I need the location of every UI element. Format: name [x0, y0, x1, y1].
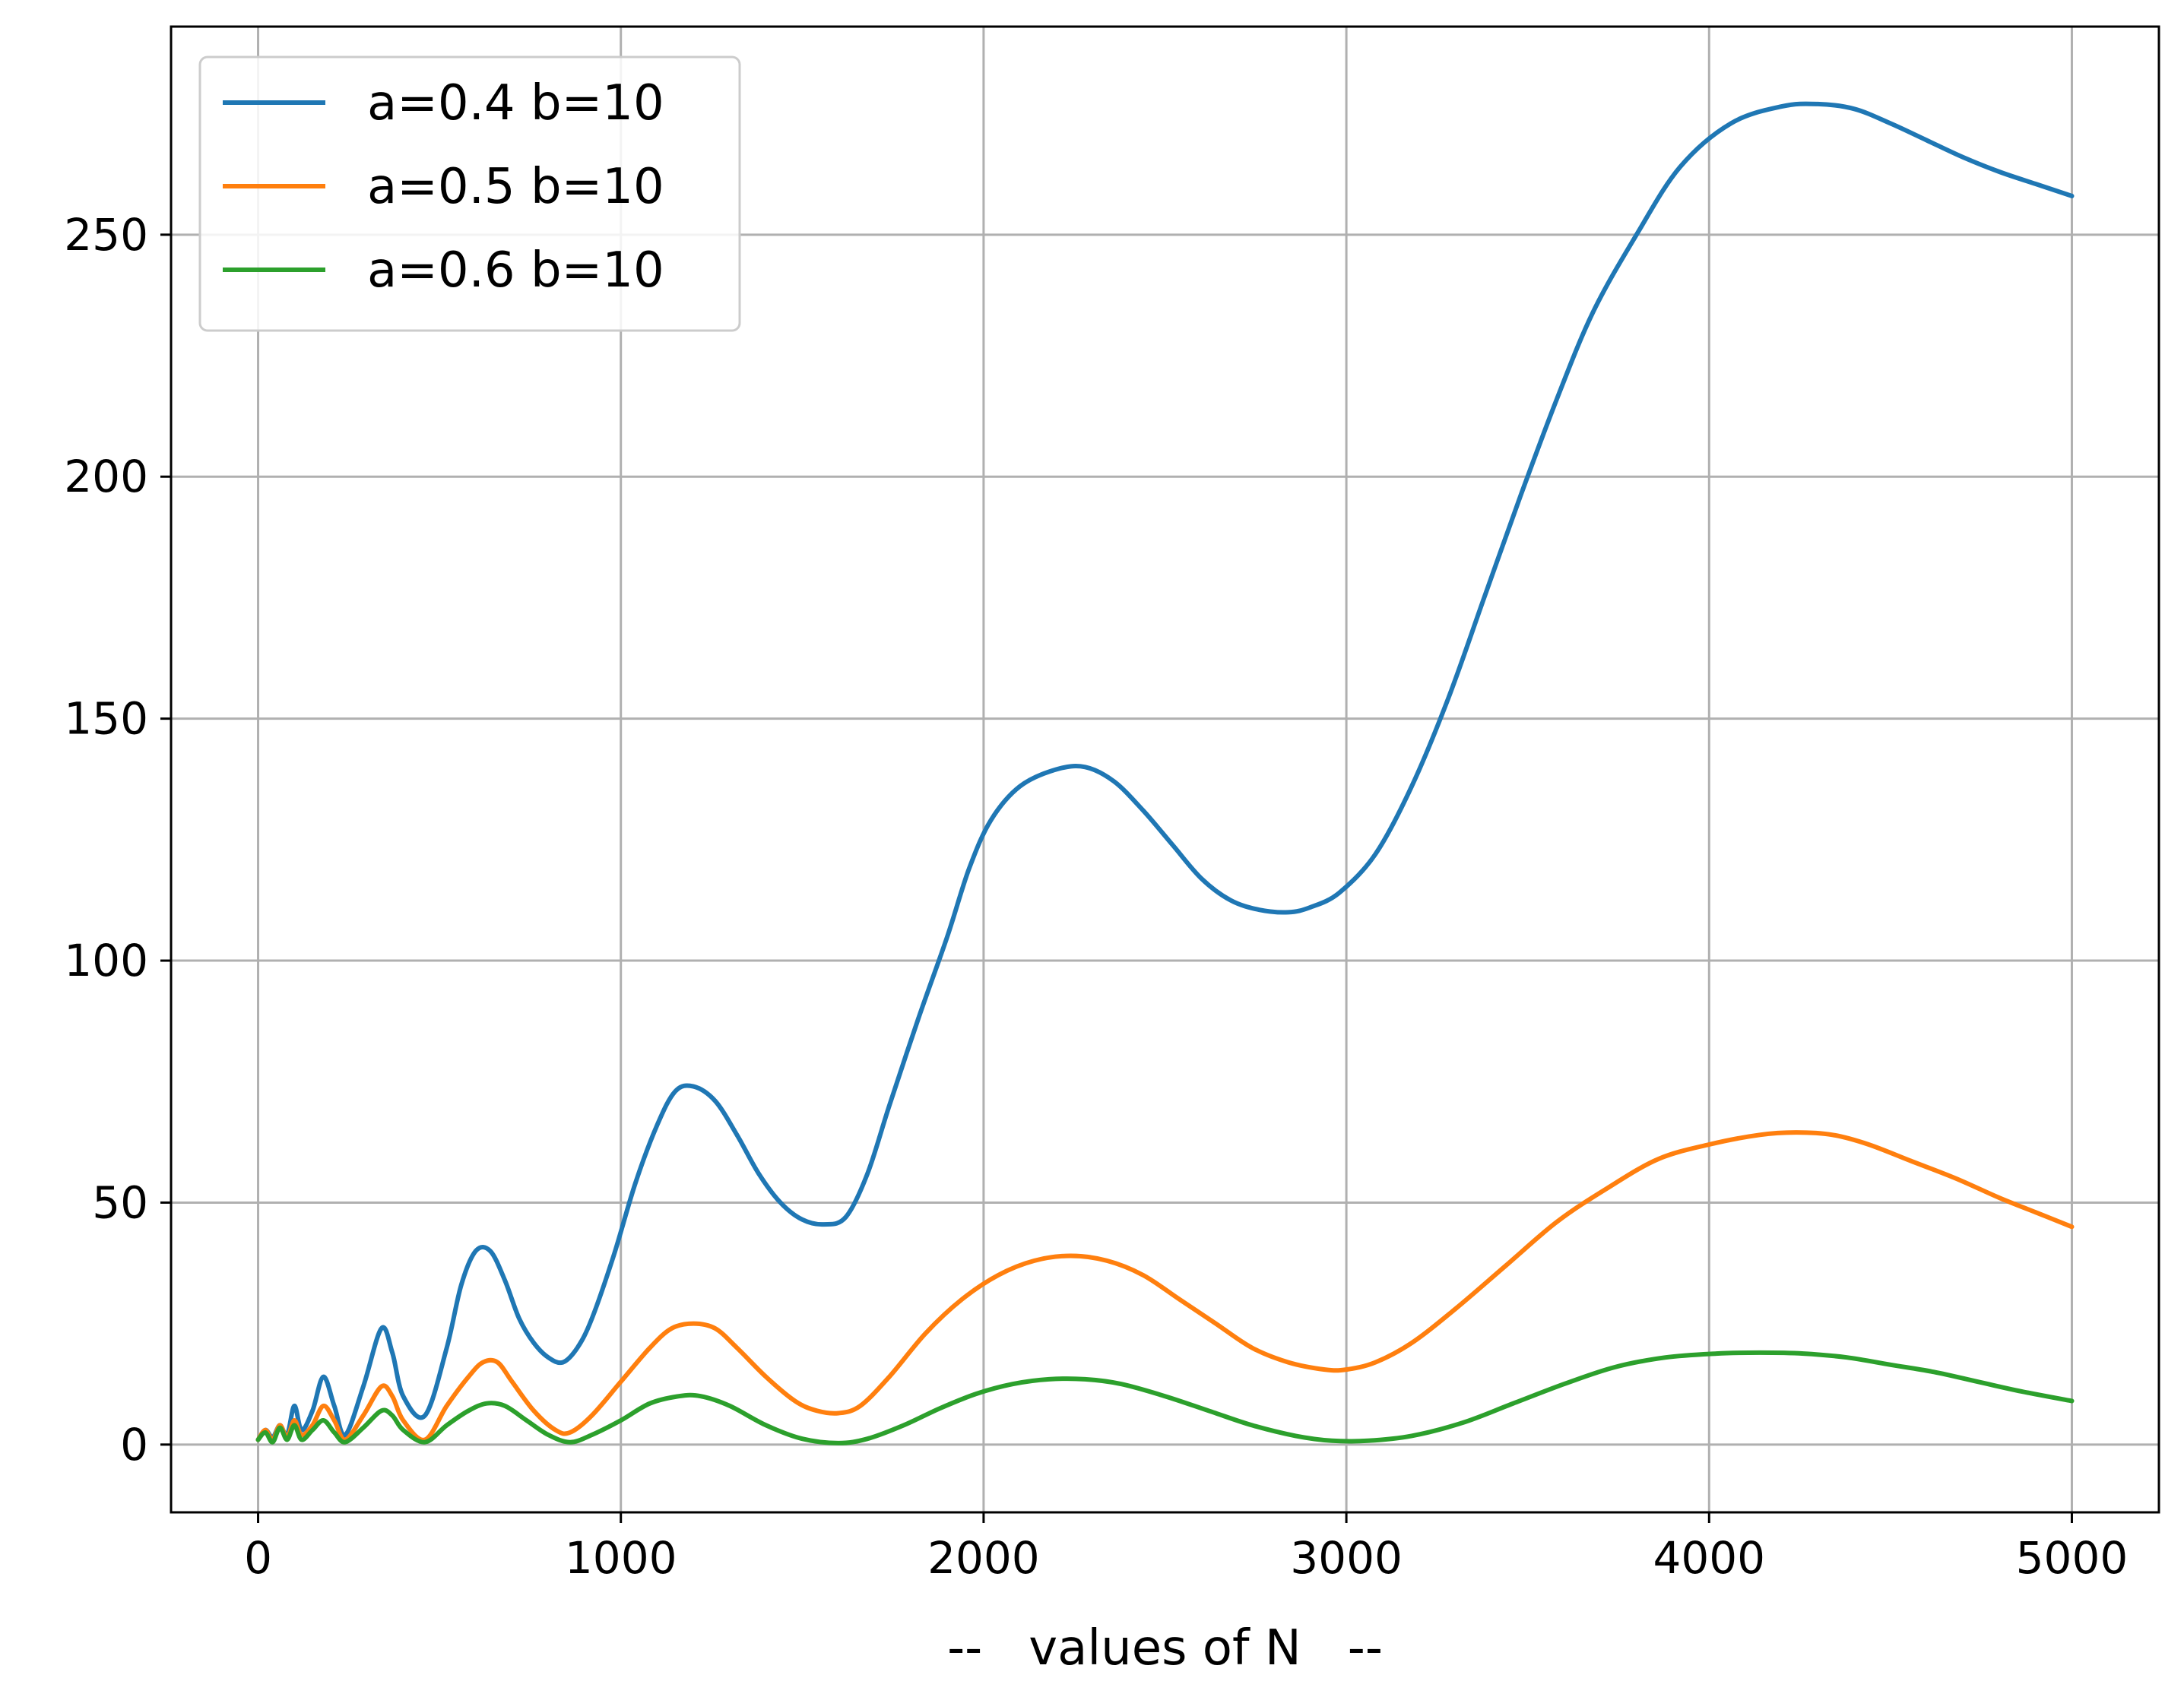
series-line-3: [255, 1350, 2075, 1445]
grid: [171, 27, 2159, 1512]
plot-frame: [170, 25, 2160, 1514]
x-tick-label: 2000: [927, 1532, 1040, 1584]
x-tick-label: 0: [244, 1532, 272, 1584]
x-tick-label: 5000: [2016, 1532, 2129, 1584]
axis-ticks: 0 1000 2000 3000 4000 5000 0 50 100 150 200 250: [64, 209, 2128, 1584]
legend-box: [198, 55, 741, 332]
legend-entry-label: a=0.4 b=10: [367, 75, 664, 131]
legend-entry-label: a=0.6 b=10: [367, 242, 664, 299]
series-lines: [255, 101, 2075, 1445]
series-line-2: [255, 1130, 2075, 1442]
x-tick-label: 4000: [1653, 1532, 1765, 1584]
y-tick-label: 150: [64, 693, 148, 745]
y-tick-label: 0: [120, 1419, 148, 1471]
x-tick-label: 1000: [565, 1532, 677, 1584]
y-tick-label: 100: [64, 935, 148, 986]
legend: a=0.4 b=10 a=0.5 b=10 a=0.6 b=10: [198, 55, 741, 332]
y-tick-label: 250: [64, 209, 148, 261]
legend-entry-label: a=0.5 b=10: [367, 159, 664, 215]
series-line-1: [255, 101, 2075, 1442]
x-axis-label: -- values of N --: [947, 1620, 1383, 1676]
y-tick-label: 50: [92, 1176, 148, 1228]
x-tick-label: 3000: [1290, 1532, 1403, 1584]
y-tick-label: 200: [64, 451, 148, 502]
